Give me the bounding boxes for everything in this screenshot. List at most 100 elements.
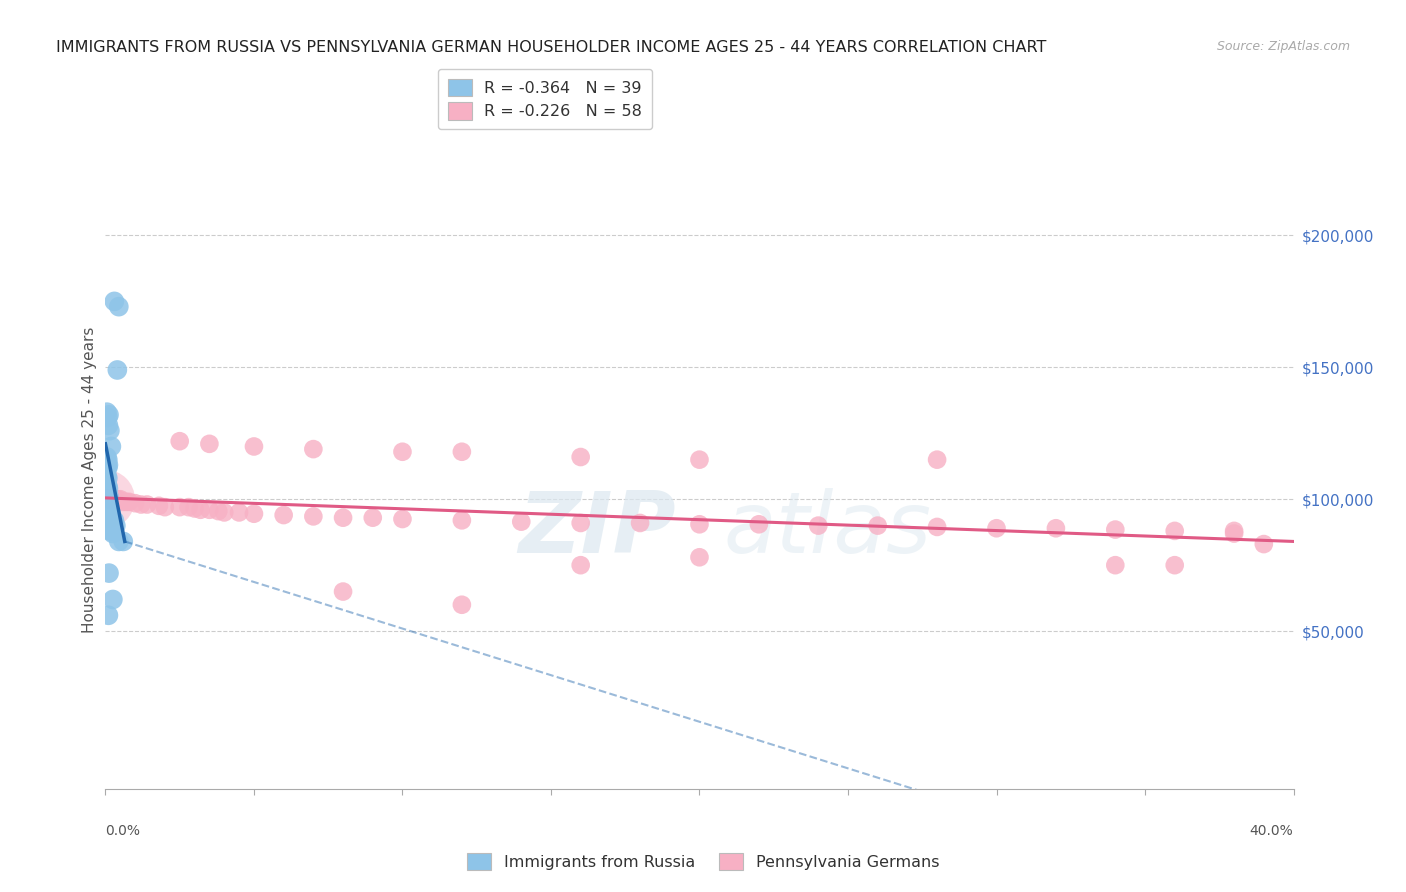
Text: atlas: atlas — [723, 488, 931, 571]
Point — [136, 498, 159, 512]
Point — [569, 558, 592, 573]
Point — [101, 526, 124, 541]
Point — [986, 521, 1008, 535]
Point — [1104, 523, 1126, 537]
Point — [1223, 526, 1246, 541]
Point — [361, 510, 384, 524]
Point — [97, 498, 120, 512]
Point — [1223, 524, 1246, 538]
Point — [183, 501, 205, 516]
Point — [689, 550, 711, 565]
Point — [1164, 524, 1187, 538]
Point — [100, 505, 122, 519]
Point — [98, 424, 121, 438]
Point — [177, 500, 200, 515]
Point — [98, 492, 121, 507]
Point — [569, 450, 592, 464]
Point — [97, 460, 120, 475]
Text: IMMIGRANTS FROM RUSSIA VS PENNSYLVANIA GERMAN HOUSEHOLDER INCOME AGES 25 - 44 YE: IMMIGRANTS FROM RUSSIA VS PENNSYLVANIA G… — [56, 40, 1046, 55]
Text: 40.0%: 40.0% — [1250, 823, 1294, 838]
Point — [97, 518, 120, 533]
Point — [214, 505, 236, 519]
Point — [302, 509, 325, 524]
Point — [97, 482, 120, 496]
Point — [96, 468, 118, 483]
Point — [112, 495, 135, 509]
Point — [96, 405, 118, 419]
Point — [94, 492, 117, 507]
Point — [689, 517, 711, 532]
Point — [96, 450, 118, 464]
Point — [97, 471, 120, 485]
Point — [118, 495, 141, 509]
Point — [153, 500, 176, 515]
Point — [207, 504, 229, 518]
Y-axis label: Householder Income Ages 25 - 44 years: Householder Income Ages 25 - 44 years — [82, 326, 97, 632]
Point — [98, 505, 121, 519]
Point — [190, 503, 212, 517]
Point — [97, 492, 120, 507]
Point — [450, 444, 472, 458]
Point — [108, 534, 131, 549]
Point — [391, 512, 413, 526]
Point — [748, 517, 770, 532]
Point — [927, 452, 949, 467]
Point — [100, 510, 122, 524]
Point — [273, 508, 295, 522]
Point — [96, 491, 118, 505]
Point — [101, 592, 124, 607]
Point — [332, 510, 354, 524]
Point — [569, 516, 592, 530]
Point — [104, 518, 127, 533]
Point — [97, 410, 120, 425]
Point — [98, 500, 121, 515]
Point — [198, 503, 221, 517]
Point — [97, 608, 120, 623]
Point — [243, 440, 266, 454]
Point — [105, 492, 128, 507]
Point — [866, 518, 889, 533]
Point — [101, 493, 124, 508]
Point — [124, 496, 146, 510]
Point — [243, 507, 266, 521]
Point — [1045, 521, 1067, 535]
Point — [105, 363, 128, 377]
Point — [1164, 558, 1187, 573]
Text: ZIP: ZIP — [517, 488, 676, 571]
Point — [98, 490, 121, 504]
Point — [103, 294, 125, 309]
Point — [97, 458, 120, 472]
Point — [228, 505, 250, 519]
Point — [96, 458, 118, 472]
Point — [391, 444, 413, 458]
Point — [115, 495, 138, 509]
Point — [450, 513, 472, 527]
Point — [129, 498, 152, 512]
Point — [302, 442, 325, 456]
Point — [689, 452, 711, 467]
Text: 0.0%: 0.0% — [105, 823, 141, 838]
Point — [169, 500, 191, 515]
Point — [927, 520, 949, 534]
Point — [97, 452, 120, 467]
Point — [100, 440, 122, 454]
Text: Source: ZipAtlas.com: Source: ZipAtlas.com — [1216, 40, 1350, 54]
Point — [98, 408, 121, 422]
Point — [103, 513, 125, 527]
Point — [97, 479, 120, 493]
Point — [332, 584, 354, 599]
Point — [97, 492, 120, 507]
Point — [103, 492, 125, 507]
Point — [96, 479, 118, 493]
Point — [100, 524, 122, 538]
Point — [104, 492, 127, 507]
Point — [510, 515, 533, 529]
Point — [198, 437, 221, 451]
Point — [98, 524, 121, 538]
Point — [112, 534, 135, 549]
Point — [101, 513, 124, 527]
Point — [807, 518, 830, 533]
Point — [1104, 558, 1126, 573]
Point — [628, 516, 651, 530]
Point — [97, 418, 120, 433]
